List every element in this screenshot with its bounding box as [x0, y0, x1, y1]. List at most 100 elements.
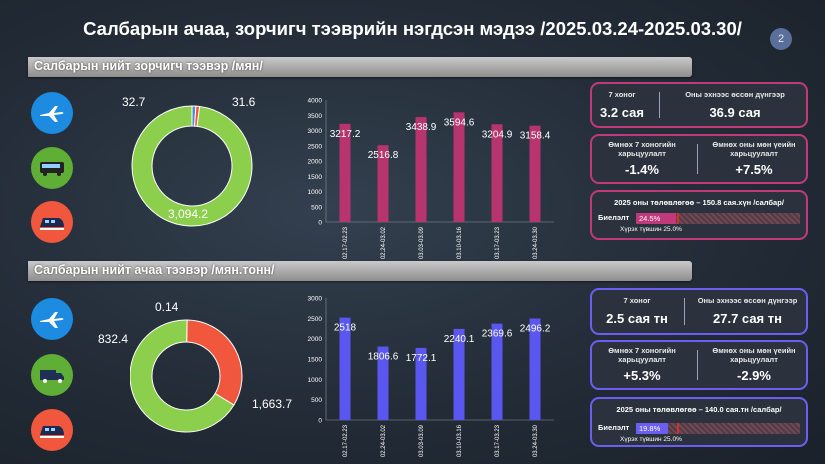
- passenger-week-box: 7 хоног 3.2 сая Оны эхнээс өссөн дүнгээр…: [590, 82, 808, 128]
- bar-value-label: 1772.1: [406, 353, 437, 364]
- prev-week-label: Өмнөх 7 хоногийн харьцуулалт: [608, 140, 676, 158]
- bar: [491, 323, 503, 420]
- bar-value-label: 2518: [334, 323, 357, 334]
- y-tick-label: 3000: [308, 128, 323, 135]
- bar: [415, 347, 427, 420]
- bar-value-label: 2516.8: [368, 150, 399, 161]
- week-label: 7 хоног: [623, 296, 651, 305]
- y-tick-label: 0: [318, 418, 322, 425]
- donut-label-air: 0.14: [155, 300, 179, 314]
- plan-title: 2025 оны төлөвлөгөө – 140.0 сая.тн /салб…: [616, 405, 782, 414]
- cargo-plan-box: 2025 оны төлөвлөгөө – 140.0 сая.тн /салб…: [590, 397, 808, 447]
- week-label: 7 хоног: [608, 90, 636, 99]
- prev-week-value: -1.4%: [625, 162, 659, 177]
- bar-value-label: 1806.6: [368, 352, 399, 363]
- y-tick-label: 3500: [308, 113, 323, 120]
- donut-slice-road: [131, 105, 253, 227]
- train-icon: [31, 201, 73, 243]
- plan-progress-track: 19.8%: [636, 423, 800, 434]
- x-tick-label: 03.10-03.16: [457, 226, 463, 259]
- y-tick-label: 1000: [308, 189, 323, 196]
- bar: [529, 125, 541, 222]
- y-tick-label: 2500: [308, 316, 323, 323]
- bar-value-label: 3217.2: [330, 129, 361, 140]
- cargo-donut-chart: [130, 319, 243, 433]
- x-tick-label: 03.24-03.30: [533, 226, 539, 259]
- bar: [415, 117, 427, 222]
- bar-value-label: 3204.9: [482, 129, 513, 140]
- cargo-section-title: Салбарын нийт ачаа тээвэр /мян.тонн/: [34, 263, 275, 277]
- donut-label-road: 3,094.2: [168, 207, 209, 221]
- bar: [491, 124, 503, 222]
- y-tick-label: 1500: [308, 357, 323, 364]
- y-tick-label: 3000: [308, 296, 323, 303]
- y-tick-label: 1000: [308, 377, 323, 384]
- x-tick-label: 02.24-03.02: [381, 424, 387, 457]
- train-icon: [31, 409, 73, 451]
- airplane-icon: [31, 92, 73, 134]
- x-tick-label: 02.17-02.23: [343, 226, 349, 259]
- prev-year-value: -2.9%: [737, 368, 771, 383]
- cargo-compare-box: Өмнөх 7 хоногийн харьцуулалт +5.3% Өмнөх…: [590, 340, 808, 390]
- prev-week-label: Өмнөх 7 хоногийн харьцуулалт: [608, 346, 676, 364]
- week-value: 2.5 сая тн: [606, 311, 668, 326]
- x-tick-label: 03.03-03.09: [419, 424, 425, 457]
- prev-year-label: Өмнөх оны мөн үеийн харьцуулалт: [712, 346, 796, 364]
- x-tick-label: 03.17-03.23: [495, 424, 501, 457]
- plan-target-note: Хүрэх түвшин 25.0%: [620, 436, 682, 443]
- bar: [377, 346, 389, 420]
- y-tick-label: 2000: [308, 336, 323, 343]
- plan-target-marker: [677, 423, 679, 434]
- plan-target-marker: [677, 213, 679, 224]
- passenger-plan-box: 2025 оны төлөвлөгөө – 150.8 сая.хүн /сал…: [590, 190, 808, 240]
- ytd-value: 36.9 сая: [709, 105, 761, 120]
- bar: [339, 123, 351, 222]
- bar-value-label: 3158.4: [520, 131, 551, 142]
- passenger-donut-chart: [131, 105, 253, 227]
- prev-year-value: +7.5%: [735, 162, 773, 177]
- x-tick-label: 03.17-03.23: [495, 226, 501, 259]
- y-tick-label: 2000: [308, 159, 323, 166]
- bar: [453, 112, 465, 222]
- donut-label-road: 1,663.7: [252, 397, 293, 411]
- bar: [377, 145, 389, 222]
- y-tick-label: 1500: [308, 174, 323, 181]
- donut-label-rail: 31.6: [232, 95, 256, 109]
- passenger-bar-chart: 0 500 1000 1500 2000 2500 3000 3500 4000 3217.2 02…: [308, 98, 554, 259]
- week-value: 3.2 сая: [600, 105, 644, 120]
- bus-icon: [31, 147, 73, 189]
- truck-icon: [31, 354, 73, 396]
- plan-target-note: Хүрэх түвшин 25.0%: [620, 226, 682, 233]
- airplane-icon: [31, 298, 73, 340]
- y-tick-label: 500: [311, 397, 322, 404]
- bar: [529, 318, 541, 420]
- bar: [453, 328, 465, 420]
- plan-actual-label: Биелэлт: [598, 213, 630, 222]
- x-tick-label: 03.03-03.09: [419, 226, 425, 259]
- donut-slice-road: [130, 319, 235, 433]
- plan-progress-track: 24.5%: [636, 213, 800, 224]
- passenger-section-title: Салбарын нийт зорчигч тээвэр /мян/: [34, 59, 263, 73]
- x-tick-label: 02.17-02.23: [343, 424, 349, 457]
- page-title: Салбарын ачаа, зорчигч тээврийн нэгдсэн …: [83, 18, 742, 39]
- donut-slice-rail: [186, 319, 243, 406]
- bar: [339, 317, 351, 420]
- bar-value-label: 3594.6: [444, 117, 475, 128]
- ytd-label: Оны эхнээс өссөн дүнгээр: [697, 296, 798, 305]
- ytd-value: 27.7 сая тн: [713, 311, 782, 326]
- cargo-week-box: 7 хоног 2.5 сая тн Оны эхнээс өссөн дүнг…: [590, 288, 808, 335]
- x-tick-label: 02.24-03.02: [381, 226, 387, 259]
- cargo-bar-chart: 0 500 1000 1500 2000 2500 3000 2518 02.17-02.23 1…: [308, 296, 554, 457]
- ytd-label: Оны эхнээс өссөн дүнгээр: [685, 90, 785, 99]
- bar-value-label: 2496.2: [520, 323, 551, 334]
- x-tick-label: 03.10-03.16: [457, 424, 463, 457]
- passenger-section-header: Салбарын нийт зорчигч тээвэр /мян/: [28, 57, 692, 77]
- cargo-section-header: Салбарын нийт ачаа тээвэр /мян.тонн/: [28, 261, 692, 281]
- donut-label-air: 32.7: [122, 95, 146, 109]
- x-tick-label: 03.24-03.30: [533, 424, 539, 457]
- prev-year-label: Өмнөх оны мөн үеийн харьцуулалт: [712, 140, 796, 158]
- page-number-badge: 2: [770, 28, 792, 50]
- bar-value-label: 2369.6: [482, 329, 513, 340]
- bar-value-label: 2240.1: [444, 334, 475, 345]
- passenger-compare-box: Өмнөх 7 хоногийн харьцуулалт -1.4% Өмнөх…: [590, 134, 808, 184]
